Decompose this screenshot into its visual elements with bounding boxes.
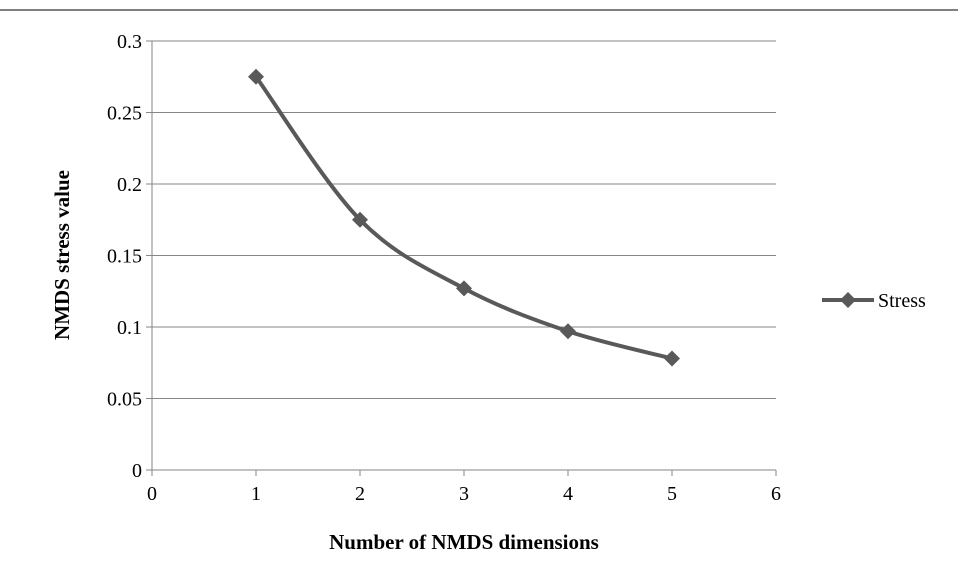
series-layer <box>248 68 680 367</box>
series-line-stress <box>254 74 674 361</box>
data-point-marker <box>352 211 368 228</box>
y-tick-label: 0.3 <box>117 31 142 53</box>
data-point-marker <box>560 323 576 340</box>
y-axis-title: NMDS stress value <box>50 170 74 340</box>
x-tick-label: 2 <box>355 483 365 505</box>
y-tick-label: 0.15 <box>107 246 142 268</box>
x-tick-label: 3 <box>459 483 469 505</box>
x-tick-label: 5 <box>667 483 677 505</box>
x-tick-label: 0 <box>147 483 157 505</box>
data-point-marker <box>456 280 472 297</box>
y-tick-label: 0.05 <box>107 389 142 411</box>
y-tick-label: 0 <box>132 460 142 482</box>
y-tick-label: 0.25 <box>107 103 142 125</box>
x-tick-label: 6 <box>771 483 781 505</box>
axis-layer: 0 0.05 0.1 0.15 0.2 0.25 0.3 0 1 2 3 4 5 6 <box>107 31 781 505</box>
x-tick-label: 4 <box>563 483 573 505</box>
data-point-marker <box>248 68 264 85</box>
legend: Stress <box>822 290 926 312</box>
x-tick-label: 1 <box>251 483 261 505</box>
legend-diamond-marker <box>840 292 856 308</box>
legend-label-stress: Stress <box>878 290 926 312</box>
y-tick-label: 0.2 <box>117 174 142 196</box>
data-point-marker <box>664 350 680 367</box>
y-tick-label: 0.1 <box>117 317 142 339</box>
grid-layer <box>152 40 776 399</box>
x-axis-title: Number of NMDS dimensions <box>329 530 599 554</box>
